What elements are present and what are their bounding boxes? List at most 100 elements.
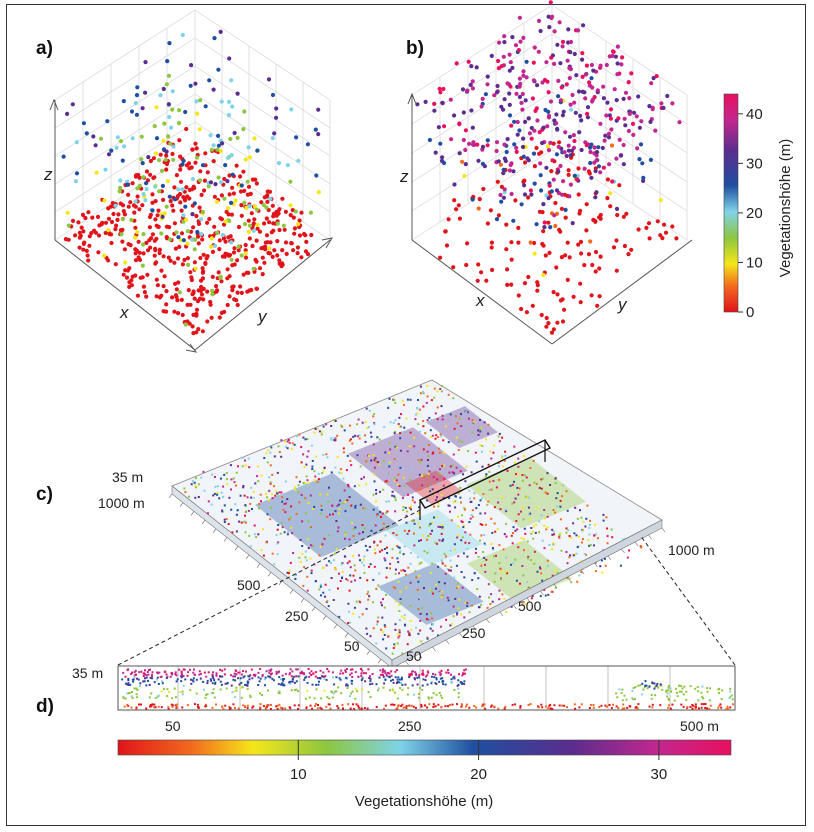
point (281, 674, 284, 677)
point (346, 684, 349, 687)
point (209, 244, 214, 249)
point (469, 517, 472, 520)
point (394, 496, 397, 499)
point (501, 171, 506, 176)
point (440, 155, 445, 160)
point (192, 260, 197, 265)
point (375, 683, 378, 686)
vertical-colorbar-tick-label: 30 (746, 155, 763, 172)
point (340, 669, 343, 672)
point (307, 502, 310, 504)
point (405, 417, 408, 420)
point (618, 153, 623, 158)
point (259, 493, 262, 496)
point (211, 159, 216, 164)
point (144, 187, 149, 192)
point (476, 158, 481, 163)
point (597, 294, 602, 299)
point (401, 703, 404, 706)
point (520, 510, 522, 513)
point (458, 439, 461, 442)
point (288, 569, 291, 572)
point (332, 513, 334, 516)
point (291, 680, 294, 683)
point (202, 188, 207, 193)
point (322, 567, 325, 569)
point (180, 32, 185, 38)
point (297, 218, 302, 223)
point (275, 490, 278, 493)
point (193, 266, 198, 271)
point (517, 76, 523, 81)
point (192, 677, 195, 680)
point (403, 570, 406, 572)
point (437, 703, 440, 706)
point (565, 531, 568, 534)
point (433, 396, 436, 399)
point (589, 293, 594, 298)
point (167, 114, 172, 120)
point (399, 687, 401, 690)
point (254, 207, 260, 212)
point (417, 512, 420, 515)
point (409, 562, 412, 565)
point (235, 302, 240, 308)
point (380, 628, 383, 631)
point (546, 196, 551, 201)
panel-c-left-tick-1000: 1000 m (98, 495, 145, 511)
point (276, 553, 279, 556)
point (534, 222, 539, 227)
point (560, 44, 565, 49)
point (463, 147, 468, 153)
point (61, 154, 66, 159)
point (359, 559, 361, 562)
point (651, 703, 654, 706)
point (294, 574, 297, 577)
point (530, 527, 533, 529)
point (701, 685, 704, 688)
point (602, 519, 605, 522)
point (384, 671, 387, 674)
point (494, 217, 500, 222)
point (430, 399, 433, 402)
point (538, 486, 541, 489)
point (527, 704, 530, 706)
point (275, 221, 280, 226)
point (551, 141, 556, 146)
point (165, 179, 170, 184)
point (408, 673, 411, 676)
point (578, 300, 583, 305)
point (415, 626, 418, 629)
panel-d-tick-250: 250 (398, 718, 422, 734)
point (378, 438, 381, 441)
point (383, 669, 386, 672)
point (270, 506, 273, 509)
point (363, 564, 365, 567)
point (82, 240, 87, 245)
point (417, 423, 420, 426)
point (413, 677, 416, 680)
point (556, 94, 561, 99)
point (382, 675, 385, 678)
point (471, 515, 474, 518)
point (484, 475, 487, 477)
point (482, 493, 485, 496)
point (386, 671, 389, 674)
point (397, 473, 400, 476)
point (319, 512, 322, 515)
point (145, 684, 148, 687)
point (304, 497, 307, 500)
point (498, 598, 501, 601)
point (503, 533, 506, 536)
point (207, 216, 212, 222)
point (360, 707, 363, 710)
point (327, 703, 330, 706)
point (314, 173, 319, 178)
point (657, 686, 660, 689)
point (532, 128, 537, 133)
point (258, 503, 261, 505)
point (200, 476, 203, 479)
point (580, 571, 583, 573)
point (514, 529, 517, 532)
point (244, 683, 247, 686)
